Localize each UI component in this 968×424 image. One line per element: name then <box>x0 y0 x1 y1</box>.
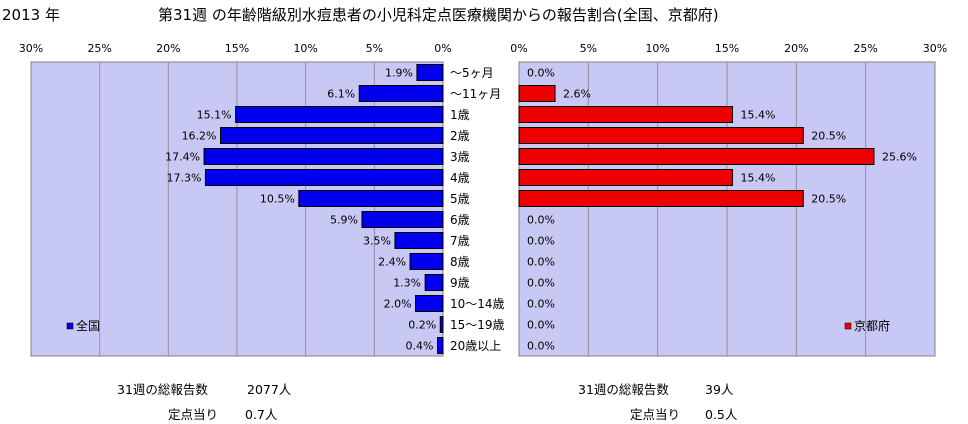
national-bar <box>439 316 444 333</box>
kyoto-data-label: 25.6% <box>882 151 917 164</box>
category-label: 9歳 <box>450 276 470 290</box>
national-data-label: 3.5% <box>363 235 391 248</box>
national-legend-label: 全国 <box>76 318 100 333</box>
kyoto-bar <box>518 190 804 207</box>
national-data-label: 17.3% <box>166 172 201 185</box>
national-bar <box>409 253 444 270</box>
category-label: 4歳 <box>450 171 470 185</box>
national-data-label: 2.4% <box>378 256 406 269</box>
kyoto-data-label: 0.0% <box>527 319 555 332</box>
national-bar <box>416 64 444 81</box>
right-x-tick-label: 10% <box>645 42 669 55</box>
category-label: 8歳 <box>450 255 470 269</box>
national-data-label: 17.4% <box>165 151 200 164</box>
kyoto-data-label: 0.0% <box>527 67 555 80</box>
year-label: 2013 年 <box>2 6 60 24</box>
kyoto-per-value: 0.5人 <box>705 407 738 422</box>
national-data-label: 5.9% <box>330 214 358 227</box>
left-x-tick-label: 15% <box>225 42 249 55</box>
kyoto-bar <box>518 127 804 144</box>
kyoto-data-label: 0.0% <box>527 214 555 227</box>
national-bar <box>220 127 444 144</box>
category-label: 6歳 <box>450 213 470 227</box>
right-x-tick-label: 15% <box>715 42 739 55</box>
national-total-value: 2077人 <box>247 382 292 397</box>
kyoto-data-label: 0.0% <box>527 277 555 290</box>
left-x-tick-label: 10% <box>293 42 317 55</box>
national-per-value: 0.7人 <box>245 407 278 422</box>
category-label: ～5ヶ月 <box>450 66 494 80</box>
kyoto-data-label: 15.4% <box>741 109 776 122</box>
national-bar <box>235 106 444 123</box>
national-bar <box>298 190 444 207</box>
national-per-label: 定点当り <box>168 407 219 422</box>
kyoto-legend-swatch <box>844 322 852 330</box>
kyoto-data-label: 0.0% <box>527 298 555 311</box>
national-data-label: 1.9% <box>385 67 413 80</box>
category-label: 1歳 <box>450 108 470 122</box>
national-data-label: 15.1% <box>197 109 232 122</box>
national-bar <box>424 274 444 291</box>
kyoto-total-label: 31週の総報告数 <box>578 382 669 397</box>
left-x-tick-label: 5% <box>366 42 383 55</box>
national-bar <box>437 337 444 354</box>
kyoto-bar <box>518 169 734 186</box>
kyoto-bar <box>518 148 875 165</box>
kyoto-data-label: 0.0% <box>527 340 555 353</box>
left-x-tick-label: 20% <box>156 42 180 55</box>
chart-title: 第31週 の年齢階級別水痘患者の小児科定点医療機関からの報告割合(全国、京都府) <box>158 6 719 24</box>
right-x-tick-label: 0% <box>510 42 527 55</box>
national-legend-swatch <box>66 322 74 330</box>
right-x-tick-label: 5% <box>580 42 597 55</box>
right-x-tick-label: 30% <box>923 42 947 55</box>
national-total-label: 31週の総報告数 <box>117 382 208 397</box>
national-data-label: 10.5% <box>260 193 295 206</box>
national-data-label: 2.0% <box>384 298 412 311</box>
kyoto-legend-label: 京都府 <box>854 318 890 333</box>
kyoto-data-label: 2.6% <box>563 88 591 101</box>
national-bar <box>415 295 444 312</box>
national-data-label: 0.4% <box>406 340 434 353</box>
kyoto-data-label: 15.4% <box>741 172 776 185</box>
left-x-tick-label: 30% <box>19 42 43 55</box>
kyoto-per-label: 定点当り <box>630 407 681 422</box>
national-bar <box>358 85 444 102</box>
kyoto-total-value: 39人 <box>705 382 734 397</box>
category-label: ～11ヶ月 <box>450 87 501 101</box>
national-data-label: 6.1% <box>327 88 355 101</box>
kyoto-data-label: 0.0% <box>527 256 555 269</box>
kyoto-bar <box>518 106 734 123</box>
national-data-label: 1.3% <box>393 277 421 290</box>
right-x-tick-label: 25% <box>853 42 877 55</box>
national-bar <box>203 148 444 165</box>
category-label: 5歳 <box>450 192 470 206</box>
kyoto-bar <box>518 85 556 102</box>
left-x-tick-label: 25% <box>87 42 111 55</box>
category-label: 7歳 <box>450 234 470 248</box>
category-label: 3歳 <box>450 150 470 164</box>
category-label: 20歳以上 <box>450 339 501 353</box>
category-label: 10～14歳 <box>450 297 505 311</box>
left-x-tick-label: 0% <box>434 42 451 55</box>
national-data-label: 0.2% <box>408 319 436 332</box>
category-label: 2歳 <box>450 129 470 143</box>
category-label: 15～19歳 <box>450 318 505 332</box>
kyoto-data-label: 20.5% <box>811 193 846 206</box>
kyoto-data-label: 20.5% <box>811 130 846 143</box>
national-bar <box>361 211 444 228</box>
kyoto-data-label: 0.0% <box>527 235 555 248</box>
national-bar <box>204 169 444 186</box>
national-bar <box>394 232 444 249</box>
national-data-label: 16.2% <box>182 130 217 143</box>
right-x-tick-label: 20% <box>784 42 808 55</box>
